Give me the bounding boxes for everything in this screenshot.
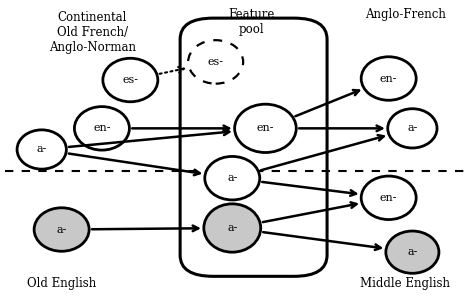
Ellipse shape — [205, 156, 260, 200]
Text: Old English: Old English — [27, 277, 96, 290]
Text: en-: en- — [380, 73, 397, 84]
Text: Feature
pool: Feature pool — [228, 8, 274, 36]
Text: en-: en- — [93, 123, 110, 133]
Text: Continental
Old French/
Anglo-Norman: Continental Old French/ Anglo-Norman — [49, 11, 136, 53]
Ellipse shape — [386, 231, 439, 273]
Text: a-: a- — [407, 123, 418, 133]
Ellipse shape — [361, 176, 416, 220]
Text: Middle English: Middle English — [360, 277, 450, 290]
Text: a-: a- — [56, 224, 67, 235]
Text: a-: a- — [227, 173, 237, 183]
Ellipse shape — [188, 40, 243, 84]
Text: en-: en- — [257, 123, 274, 133]
Ellipse shape — [34, 208, 89, 251]
Text: es-: es- — [208, 57, 224, 67]
Ellipse shape — [17, 130, 66, 169]
Ellipse shape — [388, 109, 437, 148]
Text: Anglo-French: Anglo-French — [365, 8, 446, 21]
Ellipse shape — [235, 104, 296, 153]
Ellipse shape — [204, 204, 261, 252]
Text: en-: en- — [380, 193, 397, 203]
Ellipse shape — [74, 107, 129, 150]
Text: a-: a- — [227, 223, 237, 233]
Text: a-: a- — [407, 247, 418, 257]
FancyBboxPatch shape — [180, 18, 327, 276]
Ellipse shape — [361, 57, 416, 100]
Text: a-: a- — [36, 144, 47, 155]
Ellipse shape — [103, 58, 158, 102]
Text: es-: es- — [122, 75, 138, 85]
